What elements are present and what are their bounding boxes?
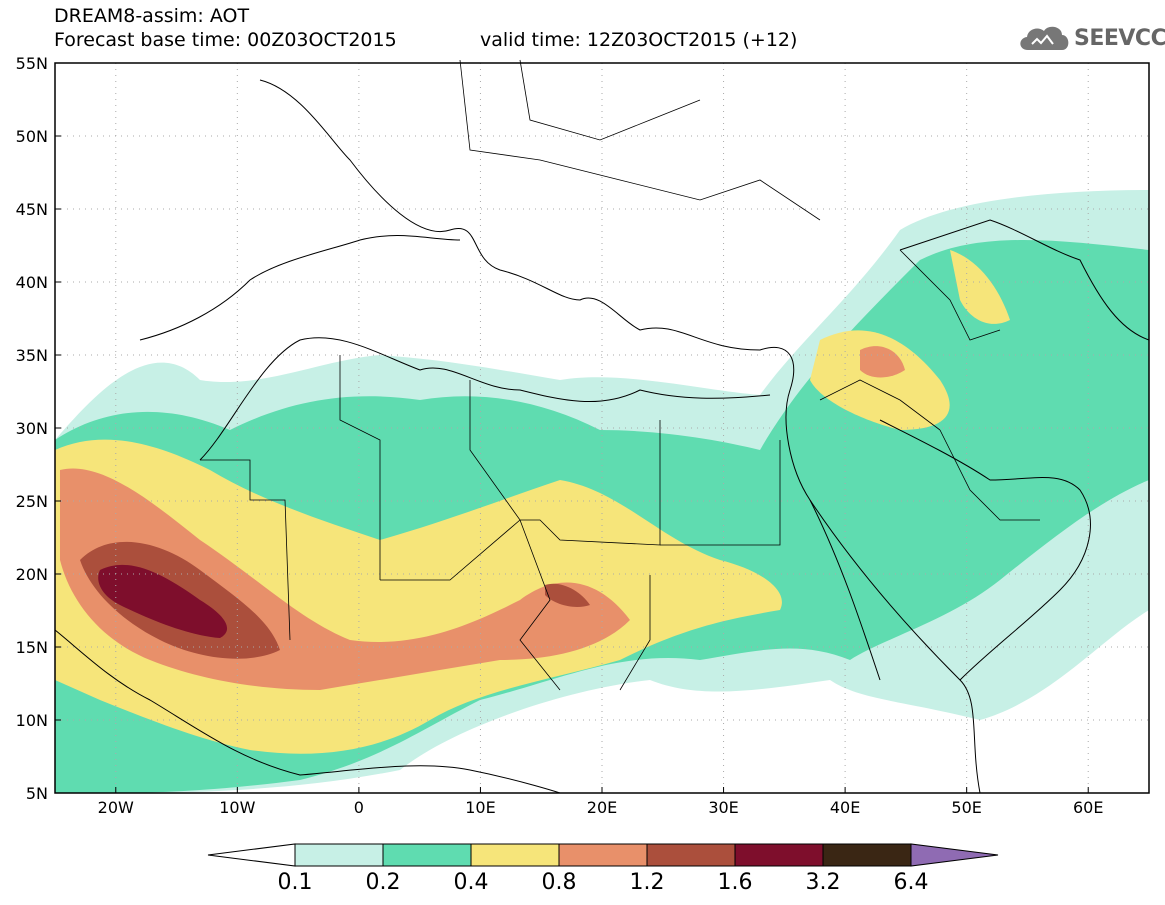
aot-field <box>55 190 1149 793</box>
colorbar-label: 0.4 <box>453 870 489 895</box>
colorbar <box>207 843 999 867</box>
lat-label: 40N <box>15 273 48 292</box>
lat-label: 45N <box>15 200 48 219</box>
lat-label: 35N <box>15 346 48 365</box>
lon-label: 0 <box>353 798 364 817</box>
map-title: DREAM8-assim: AOT <box>54 5 250 27</box>
colorbar-label: 1.2 <box>629 870 665 895</box>
valid-time: valid time: 12Z03OCT2015 (+12) <box>480 29 798 51</box>
lon-label: 30E <box>708 798 739 817</box>
logo-text: SEEVCCC <box>1074 26 1165 51</box>
colorbar-over-arrow <box>910 843 999 867</box>
lon-label: 20E <box>586 798 618 817</box>
lon-label: 10E <box>465 798 496 817</box>
lat-label: 5N <box>25 784 48 803</box>
colorbar-label: 0.1 <box>277 870 313 895</box>
colorbar-swatch <box>382 843 472 867</box>
colorbar-swatch <box>294 843 384 867</box>
lat-label: 30N <box>15 419 48 438</box>
lat-label: 25N <box>15 492 48 511</box>
coastlines <box>54 79 1150 794</box>
colorbar-label: 1.6 <box>717 870 753 895</box>
lat-label: 10N <box>15 711 48 730</box>
forecast-base-time: Forecast base time: 00Z03OCT2015 <box>54 29 397 51</box>
lon-label: 20W <box>97 798 134 817</box>
colorbar-label: 6.4 <box>893 870 929 895</box>
country-borders <box>200 59 1040 691</box>
lat-label: 15N <box>15 638 48 657</box>
lat-label: 20N <box>15 565 48 584</box>
colorbar-swatch <box>646 843 736 867</box>
lon-label: 50E <box>951 798 982 817</box>
colorbar-label: 0.8 <box>541 870 577 895</box>
colorbar-swatch <box>822 843 912 867</box>
lat-label: 55N <box>15 54 48 73</box>
colorbar-swatch <box>558 843 648 867</box>
lat-label: 50N <box>15 127 48 146</box>
colorbar-label: 0.2 <box>365 870 401 895</box>
lon-label: 40E <box>829 798 861 817</box>
axis-ticks <box>55 62 1089 794</box>
seevccc-logo: SEEVCCC <box>1016 20 1165 56</box>
lon-label: 60E <box>1072 798 1104 817</box>
colorbar-under-arrow <box>207 843 296 867</box>
colorbar-swatch <box>470 843 560 867</box>
colorbar-label: 3.2 <box>805 870 841 895</box>
lon-label: 10W <box>219 798 256 817</box>
cloud-icon <box>1020 26 1069 50</box>
colorbar-swatch <box>734 843 824 867</box>
